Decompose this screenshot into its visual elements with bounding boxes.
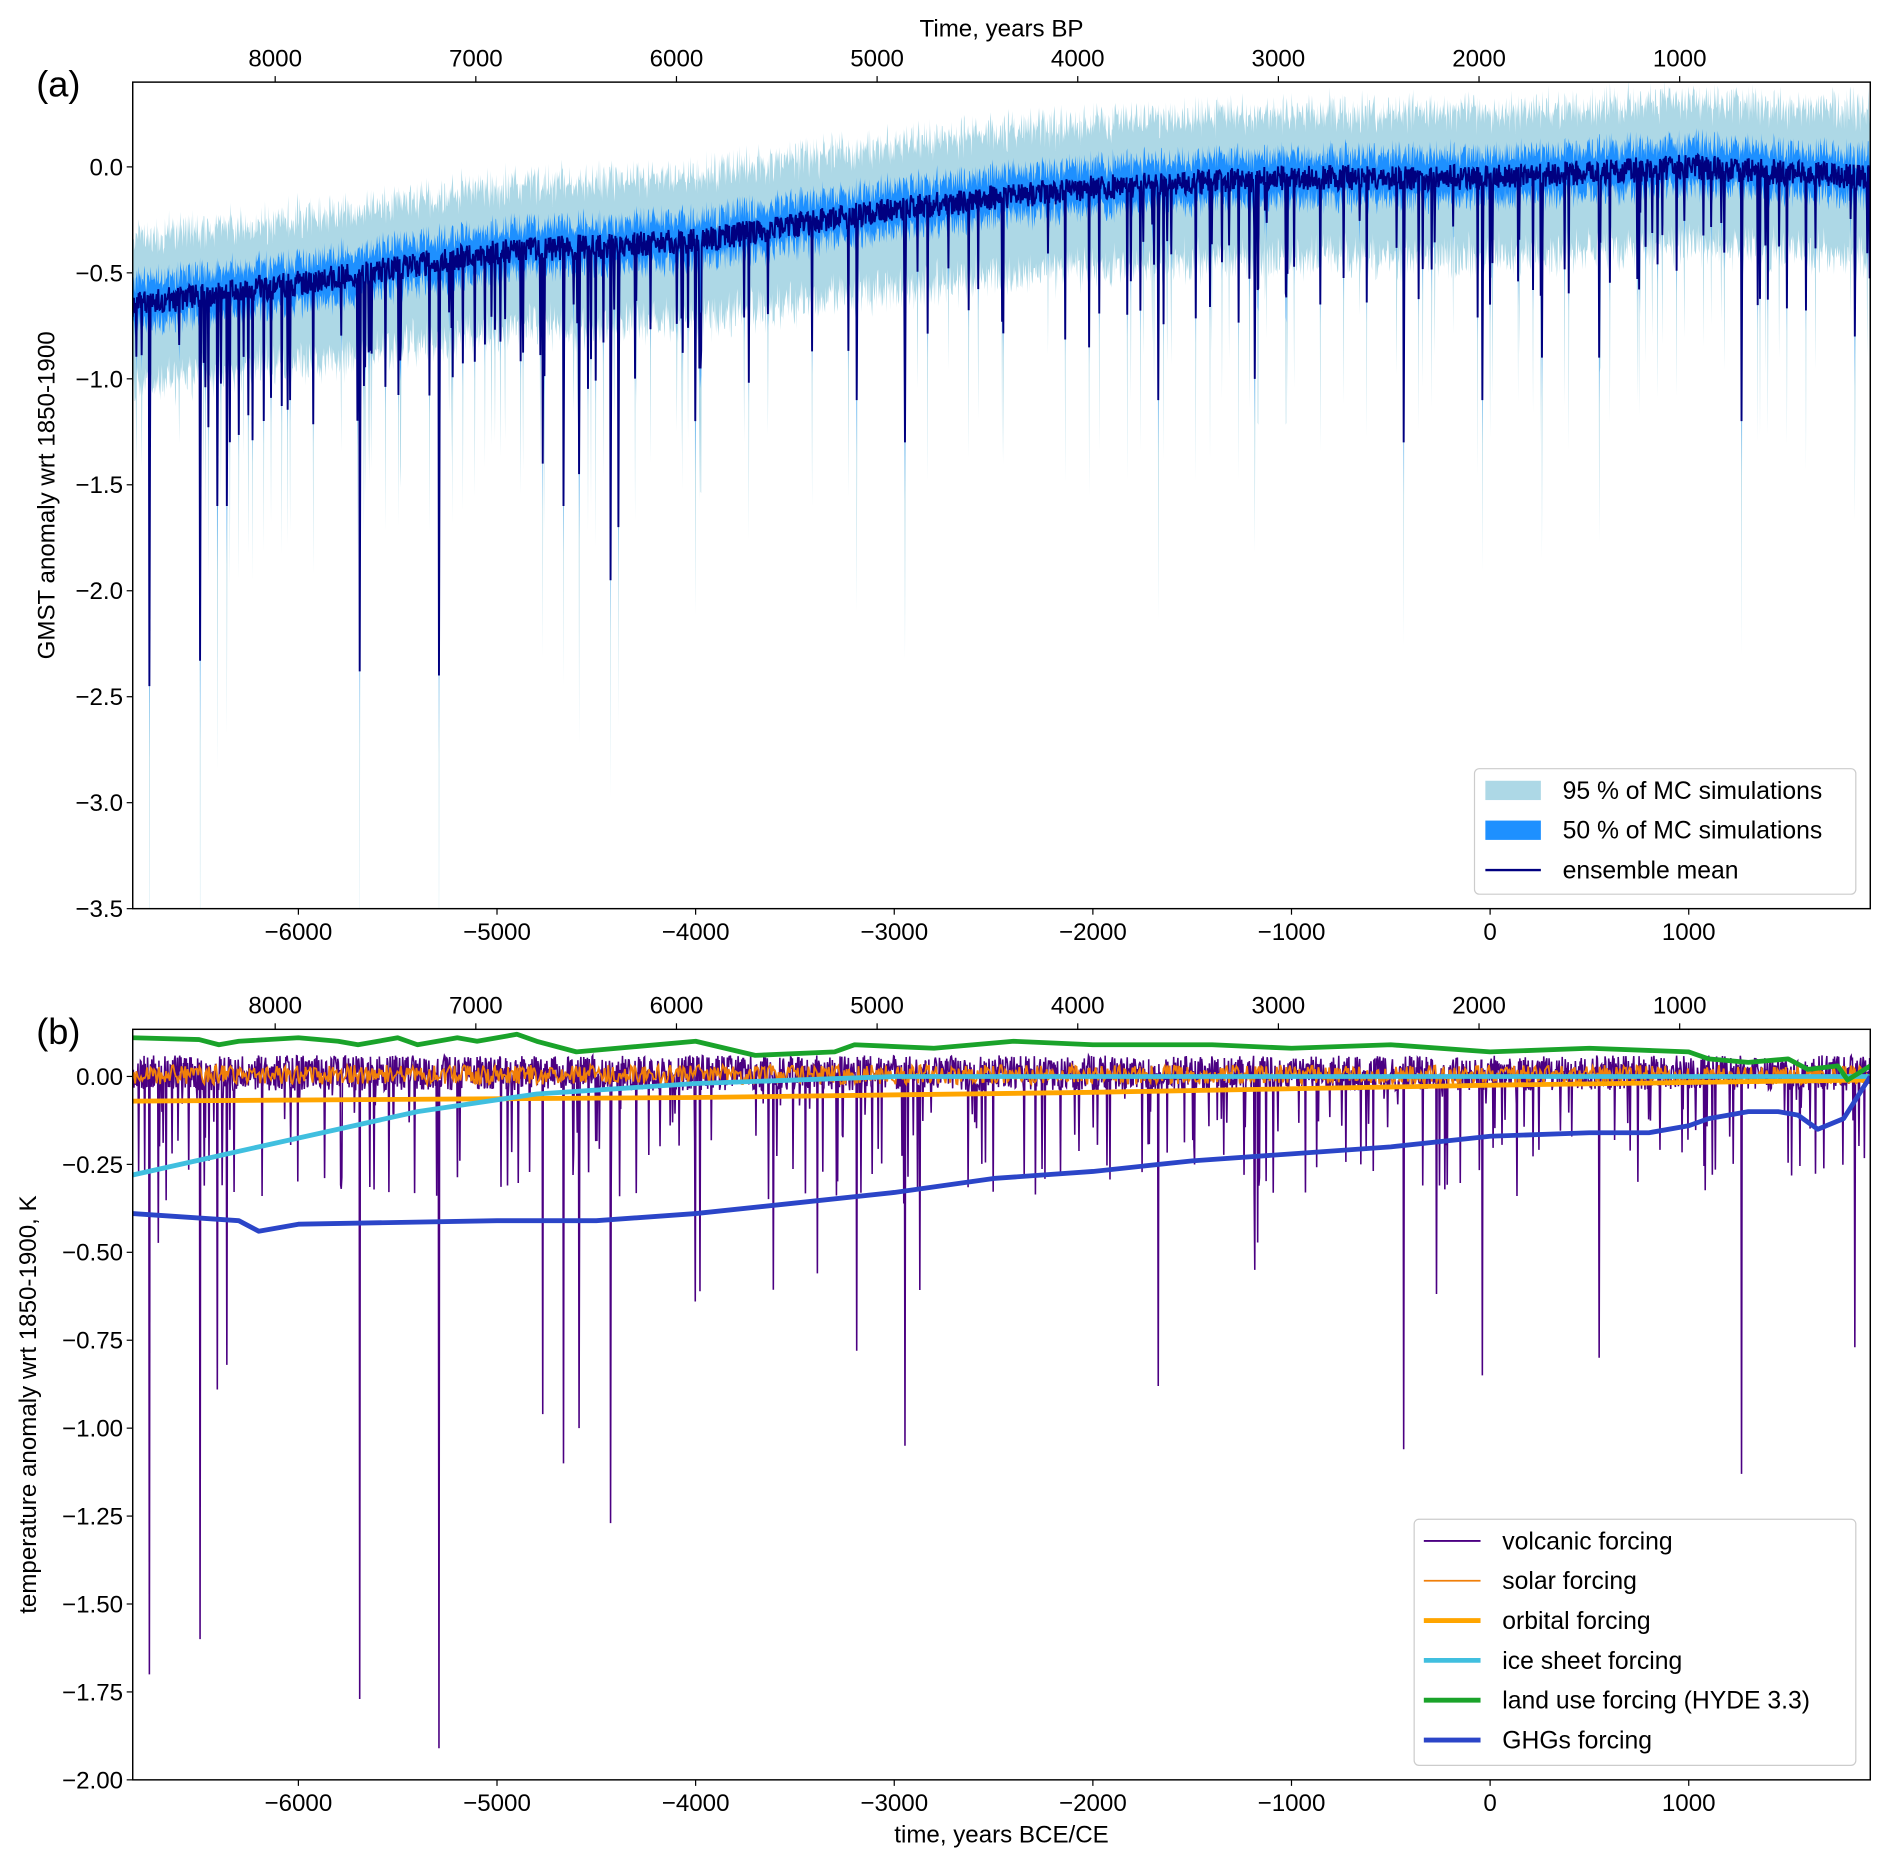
y-tick-label: −1.25 [62, 1504, 123, 1531]
legend-label: solar forcing [1502, 1568, 1637, 1595]
panel-label: (a) [36, 64, 80, 105]
y-tick-label: −0.75 [62, 1328, 123, 1355]
top-x-tick-label: 3000 [1252, 45, 1306, 72]
y-tick-label: −1.0 [75, 366, 123, 393]
top-x-tick-label: 1000 [1653, 45, 1707, 72]
x-tick-label: 0 [1483, 1790, 1496, 1817]
x-tick-label: 1000 [1662, 919, 1716, 946]
x-tick-label: −1000 [1258, 1790, 1326, 1817]
x-tick-label: −6000 [264, 1790, 332, 1817]
legend: 95 % of MC simulations 50 % of MC simulat… [1473, 768, 1857, 895]
y-tick-label: −3.0 [75, 790, 123, 817]
panel-b: −6000 −5000 −4000 −3000 −2000 −1000 0 1000 8000 7… [15, 993, 1872, 1849]
band-95-percent [132, 82, 1871, 909]
y-tick-label: −1.00 [62, 1416, 123, 1443]
x-tick-label: 0 [1483, 919, 1496, 946]
legend-swatch [1485, 820, 1541, 840]
y-tick-label: −0.25 [62, 1152, 123, 1179]
panel-label: (b) [36, 1011, 80, 1052]
plot-area [132, 1031, 1871, 1749]
legend-box [1473, 768, 1857, 895]
top-x-tick-label: 3000 [1252, 993, 1306, 1020]
top-x-tick-label: 4000 [1051, 45, 1105, 72]
top-x-tick-label: 6000 [650, 993, 704, 1020]
top-x-tick-label: 5000 [850, 45, 904, 72]
y-axis-label: temperature anomaly wrt 1850-1900, K [15, 1195, 42, 1613]
panel-a: −6000 −5000 −4000 −3000 −2000 −1000 0 1000 8000 7… [33, 15, 1872, 946]
y-tick-label: 0.0 [90, 154, 124, 181]
y-tick-label: −0.50 [62, 1240, 123, 1267]
top-x-tick-label: 8000 [248, 45, 302, 72]
legend-label: GHGs forcing [1502, 1727, 1652, 1754]
top-x-tick-label: 2000 [1452, 45, 1506, 72]
y-tick-label: −3.5 [75, 896, 123, 923]
y-tick-label: −2.5 [75, 684, 123, 711]
x-tick-label: −6000 [264, 919, 332, 946]
land-use-forcing-line [132, 1031, 1871, 1083]
top-x-tick-label: 5000 [850, 993, 904, 1020]
legend-label: 50 % of MC simulations [1563, 818, 1823, 845]
top-x-tick-label: 7000 [449, 993, 503, 1020]
legend-label: 95 % of MC simulations [1563, 778, 1823, 805]
x-tick-label: −3000 [860, 1790, 928, 1817]
x-tick-label: −5000 [463, 1790, 531, 1817]
plot-frame [132, 81, 1872, 910]
plot-frame [132, 1028, 1872, 1781]
x-tick-label: −4000 [662, 919, 730, 946]
y-tick-label: −1.5 [75, 472, 123, 499]
y-tick-label: −1.75 [62, 1679, 123, 1706]
top-x-tick-label: 6000 [650, 45, 704, 72]
y-tick-label: −2.0 [75, 578, 123, 605]
x-axis-label: time, years BCE/CE [894, 1822, 1109, 1849]
y-tick-label: −2.00 [62, 1767, 123, 1794]
top-x-tick-label: 2000 [1452, 993, 1506, 1020]
x-tick-label: −3000 [860, 919, 928, 946]
y-tick-label: −1.50 [62, 1591, 123, 1618]
plot-area [132, 82, 1871, 909]
ice-sheet-forcing-line [132, 1074, 1871, 1178]
ghg-forcing-line [132, 1075, 1871, 1234]
legend-label: ensemble mean [1563, 857, 1739, 884]
legend-label: orbital forcing [1502, 1608, 1650, 1635]
legend-label: land use forcing (HYDE 3.3) [1502, 1688, 1810, 1715]
top-x-tick-label: 1000 [1653, 993, 1707, 1020]
top-x-tick-label: 8000 [248, 993, 302, 1020]
y-axis-label: GMST anomaly wrt 1850-1900 [33, 331, 60, 659]
top-x-tick-label: 7000 [449, 45, 503, 72]
x-tick-label: −1000 [1258, 919, 1326, 946]
y-tick-label: 0.00 [76, 1064, 123, 1091]
top-x-tick-label: 4000 [1051, 993, 1105, 1020]
y-tick-label: −0.5 [75, 260, 123, 287]
top-x-axis-label: Time, years BP [920, 15, 1084, 42]
x-tick-label: 1000 [1662, 1790, 1716, 1817]
x-tick-label: −2000 [1059, 1790, 1127, 1817]
legend-label: volcanic forcing [1502, 1528, 1672, 1555]
x-tick-label: −4000 [662, 1790, 730, 1817]
legend-box [1413, 1518, 1857, 1766]
legend-swatch [1485, 780, 1541, 801]
x-tick-label: −2000 [1059, 919, 1127, 946]
legend-label: ice sheet forcing [1502, 1648, 1682, 1675]
legend: volcanic forcing solar forcing orbital for… [1413, 1518, 1857, 1766]
x-tick-label: −5000 [463, 919, 531, 946]
ensemble-mean-line [132, 152, 1871, 687]
